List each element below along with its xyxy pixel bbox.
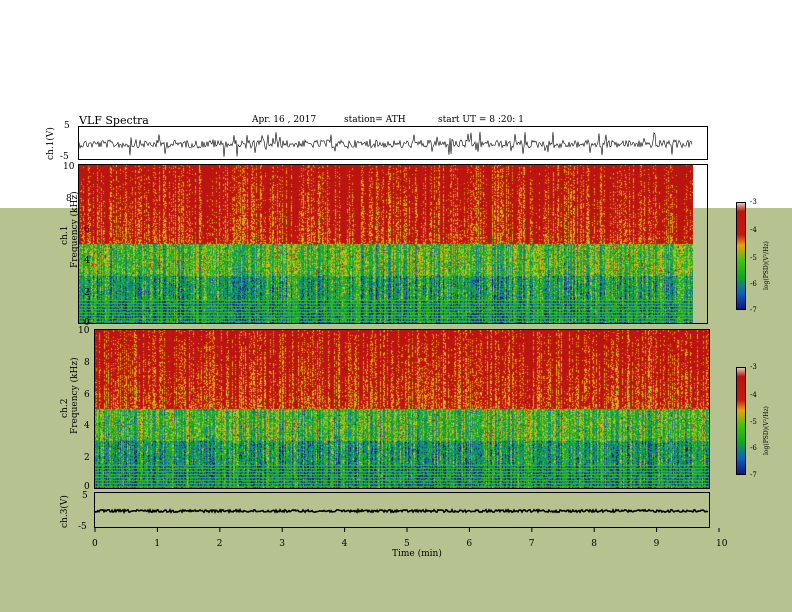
ch3-tick-bottom: -5 <box>78 522 87 532</box>
ch2-freq-tick-6: 6 <box>84 390 90 400</box>
ch2-spectrogram-frame <box>94 329 710 489</box>
station-label: station= ATH <box>344 115 406 125</box>
ch1-waveform-frame <box>78 126 708 160</box>
x-tick-label: 0 <box>92 539 98 549</box>
x-tick-label: 3 <box>279 539 285 549</box>
ch1-freq-tick-4: 4 <box>84 256 90 266</box>
ch2-cbar-tick-3: -3 <box>750 363 757 371</box>
ch2-colorbar <box>736 367 746 475</box>
ch1-tick-top: 5 <box>64 121 70 131</box>
ch2-cbar-tick-5: -5 <box>750 418 757 426</box>
ch1-tick-bottom: -5 <box>60 152 69 162</box>
x-tick-label: 9 <box>653 539 660 549</box>
ch1-freq-tick-0: 0 <box>84 318 90 328</box>
ch2-freq-tick-4: 4 <box>84 421 90 431</box>
x-tick-label: 6 <box>466 539 473 549</box>
figure-title: VLF Spectra <box>79 114 149 127</box>
date-label: Apr. 16 , 2017 <box>252 115 317 125</box>
ch1-waveform-line <box>79 131 693 157</box>
x-axis-label: Time (min) <box>392 549 442 559</box>
x-tick-label: 4 <box>341 539 348 549</box>
ch3-waveform-line <box>95 507 709 515</box>
ch1-cbar-tick-6: -6 <box>750 280 757 288</box>
ch2-freq-tick-2: 2 <box>84 453 90 463</box>
ch2-cbar-tick-7: -7 <box>750 471 757 479</box>
x-tick-label: 10 <box>716 539 728 549</box>
x-tick-label: 7 <box>528 539 535 549</box>
ch2-cbar-tick-6: -6 <box>750 444 757 452</box>
ch1-cbar-tick-4: -4 <box>750 226 757 234</box>
ch1-freq-tick-8: 8 <box>66 194 72 204</box>
x-tick-label: 8 <box>591 539 597 549</box>
ch3-tick-top: 5 <box>82 491 88 501</box>
x-tick-label: 5 <box>404 539 410 549</box>
x-tick-label: 1 <box>154 539 161 549</box>
start-time-label: start UT = 8 :20: 1 <box>438 115 524 125</box>
ch3-waveform-plot <box>95 493 709 527</box>
ch2-spectrogram <box>95 330 709 488</box>
ch1-colorbar <box>736 202 746 310</box>
ch1-freq-tick-2: 2 <box>84 288 90 298</box>
ch1-spectrogram <box>79 165 693 323</box>
ch1-waveform-plot <box>79 127 707 159</box>
ch1-freq-tick-6: 6 <box>84 225 90 235</box>
ch1-freq-tick-10: 10 <box>63 162 75 172</box>
ch2-freq-tick-0: 0 <box>84 482 90 492</box>
ch3-waveform-frame <box>94 492 710 528</box>
ch1-cbar-tick-5: -5 <box>750 254 757 262</box>
ch2-freq-tick-10: 10 <box>78 326 90 336</box>
ch2-freq-tick-8: 8 <box>84 358 90 368</box>
ch1-cbar-tick-3: -3 <box>750 198 757 206</box>
x-tick-label: 2 <box>216 539 223 549</box>
ch1-cbar-tick-7: -7 <box>750 306 757 314</box>
ch2-cbar-tick-4: -4 <box>750 391 757 399</box>
ch1-spectrogram-frame <box>78 164 708 324</box>
